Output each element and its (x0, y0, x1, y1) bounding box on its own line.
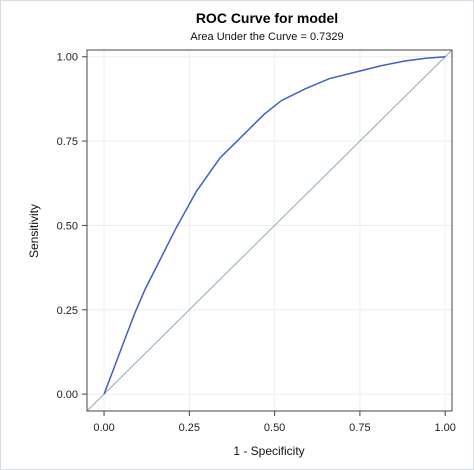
ticks: 0.00 0.25 0.50 0.75 1.00 0.00 0.25 0.50 0.75 1.00 (57, 52, 456, 434)
x-tick-label: 0.00 (93, 422, 114, 434)
chart-subtitle: Area Under the Curve = 0.7329 (190, 31, 343, 43)
y-tick-label: 0.25 (57, 305, 78, 317)
chart-title: ROC Curve for model (196, 10, 338, 26)
x-tick-label: 1.00 (434, 422, 455, 434)
reference-diagonal-line (86, 49, 453, 412)
y-tick-label: 0.00 (57, 389, 78, 401)
grid (87, 50, 452, 411)
y-tick-label: 0.50 (57, 220, 78, 232)
y-tick-label: 0.75 (57, 136, 78, 148)
y-axis-label: Sensitivity (27, 204, 41, 258)
plot-area-frame (86, 49, 453, 412)
x-tick-label: 0.25 (179, 422, 200, 434)
x-axis-label: 1 - Specificity (233, 444, 304, 458)
y-tick-label: 1.00 (57, 52, 78, 64)
series-layer (86, 49, 453, 412)
x-tick-label: 0.50 (264, 422, 285, 434)
x-tick-label: 0.75 (349, 422, 370, 434)
roc-curve-line (103, 55, 446, 395)
